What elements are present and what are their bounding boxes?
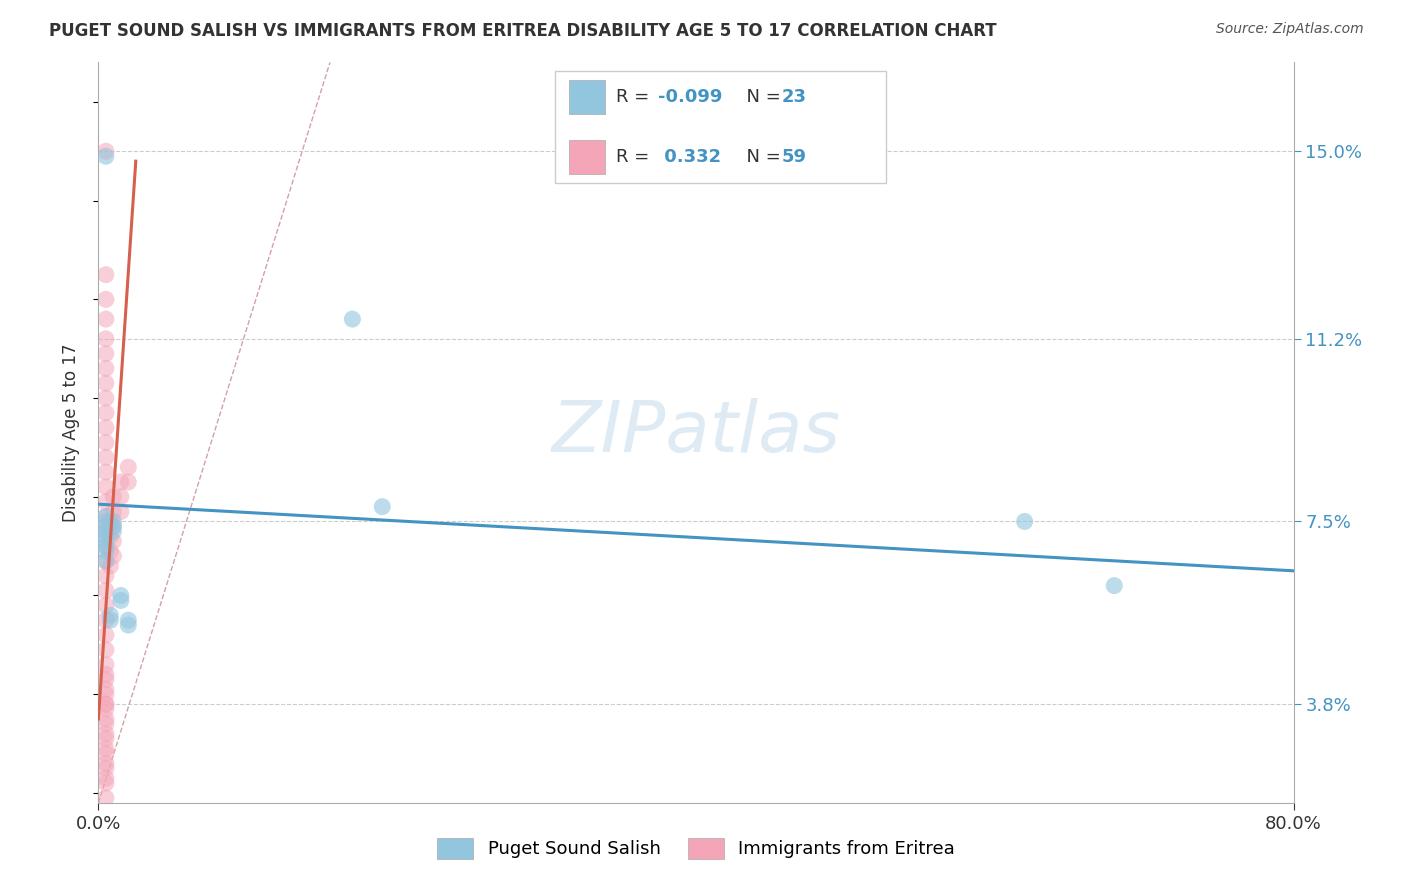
Point [103, 549, 125, 563]
Point [94, 539, 117, 553]
Point [110, 593, 132, 607]
Point [1014, 515, 1036, 529]
Point [94, 524, 117, 539]
Point [94, 465, 117, 479]
Text: Source: ZipAtlas.com: Source: ZipAtlas.com [1216, 22, 1364, 37]
Point [94, 435, 117, 450]
Point [117, 618, 139, 632]
Point [94, 682, 117, 697]
Point [94, 376, 117, 391]
Text: PUGET SOUND SALISH VS IMMIGRANTS FROM ERITREA DISABILITY AGE 5 TO 17 CORRELATION: PUGET SOUND SALISH VS IMMIGRANTS FROM ER… [49, 22, 997, 40]
Point [103, 505, 125, 519]
Point [94, 687, 117, 701]
Point [94, 293, 117, 307]
Point [94, 450, 117, 465]
Point [94, 312, 117, 326]
Text: 59: 59 [782, 148, 807, 166]
Point [371, 500, 394, 514]
Point [94, 756, 117, 771]
Point [98, 608, 122, 623]
Point [94, 554, 117, 568]
Point [94, 697, 117, 711]
Point [94, 515, 117, 529]
Point [94, 529, 117, 543]
Point [94, 539, 117, 553]
Point [94, 346, 117, 360]
Point [110, 589, 132, 603]
Point [103, 515, 125, 529]
Text: N =: N = [735, 148, 787, 166]
Legend: Puget Sound Salish, Immigrants from Eritrea: Puget Sound Salish, Immigrants from Erit… [427, 829, 965, 868]
Point [94, 741, 117, 756]
Point [342, 312, 364, 326]
Point [94, 583, 117, 598]
Point [98, 544, 122, 558]
Point [94, 391, 117, 405]
Point [94, 667, 117, 681]
Point [94, 613, 117, 627]
Point [94, 771, 117, 785]
Point [117, 460, 139, 475]
Point [103, 524, 125, 539]
Point [98, 529, 122, 543]
Point [94, 544, 117, 558]
Point [117, 613, 139, 627]
Point [94, 716, 117, 731]
Text: 23: 23 [782, 88, 807, 106]
Point [94, 731, 117, 746]
Point [94, 712, 117, 726]
Point [94, 519, 117, 533]
Point [94, 420, 117, 434]
Point [110, 475, 132, 489]
Point [94, 554, 117, 568]
Point [94, 268, 117, 282]
Point [98, 515, 122, 529]
Point [94, 534, 117, 549]
Point [94, 494, 117, 508]
Point [110, 490, 132, 504]
Point [103, 534, 125, 549]
Point [94, 480, 117, 494]
Point [1104, 579, 1126, 593]
Point [94, 361, 117, 376]
Point [94, 761, 117, 775]
Point [94, 332, 117, 346]
Text: R =: R = [616, 88, 655, 106]
Point [94, 406, 117, 420]
Point [94, 509, 117, 524]
Point [98, 558, 122, 573]
Point [94, 747, 117, 761]
Text: ZIPatlas: ZIPatlas [551, 398, 841, 467]
Point [103, 490, 125, 504]
Text: -0.099: -0.099 [658, 88, 723, 106]
Text: 0.332: 0.332 [658, 148, 721, 166]
Point [94, 642, 117, 657]
Text: R =: R = [616, 148, 655, 166]
Point [103, 519, 125, 533]
Point [94, 697, 117, 711]
Point [98, 613, 122, 627]
Point [94, 568, 117, 582]
Point [94, 145, 117, 159]
Point [94, 657, 117, 672]
Point [103, 519, 125, 533]
Point [94, 599, 117, 613]
Point [94, 727, 117, 741]
Point [94, 702, 117, 716]
Point [110, 505, 132, 519]
Y-axis label: Disability Age 5 to 17: Disability Age 5 to 17 [62, 343, 80, 522]
Point [94, 776, 117, 790]
Point [117, 475, 139, 489]
Point [94, 524, 117, 539]
Point [94, 628, 117, 642]
Point [94, 790, 117, 805]
Point [94, 509, 117, 524]
Point [94, 673, 117, 687]
Text: N =: N = [735, 88, 787, 106]
Point [94, 149, 117, 163]
